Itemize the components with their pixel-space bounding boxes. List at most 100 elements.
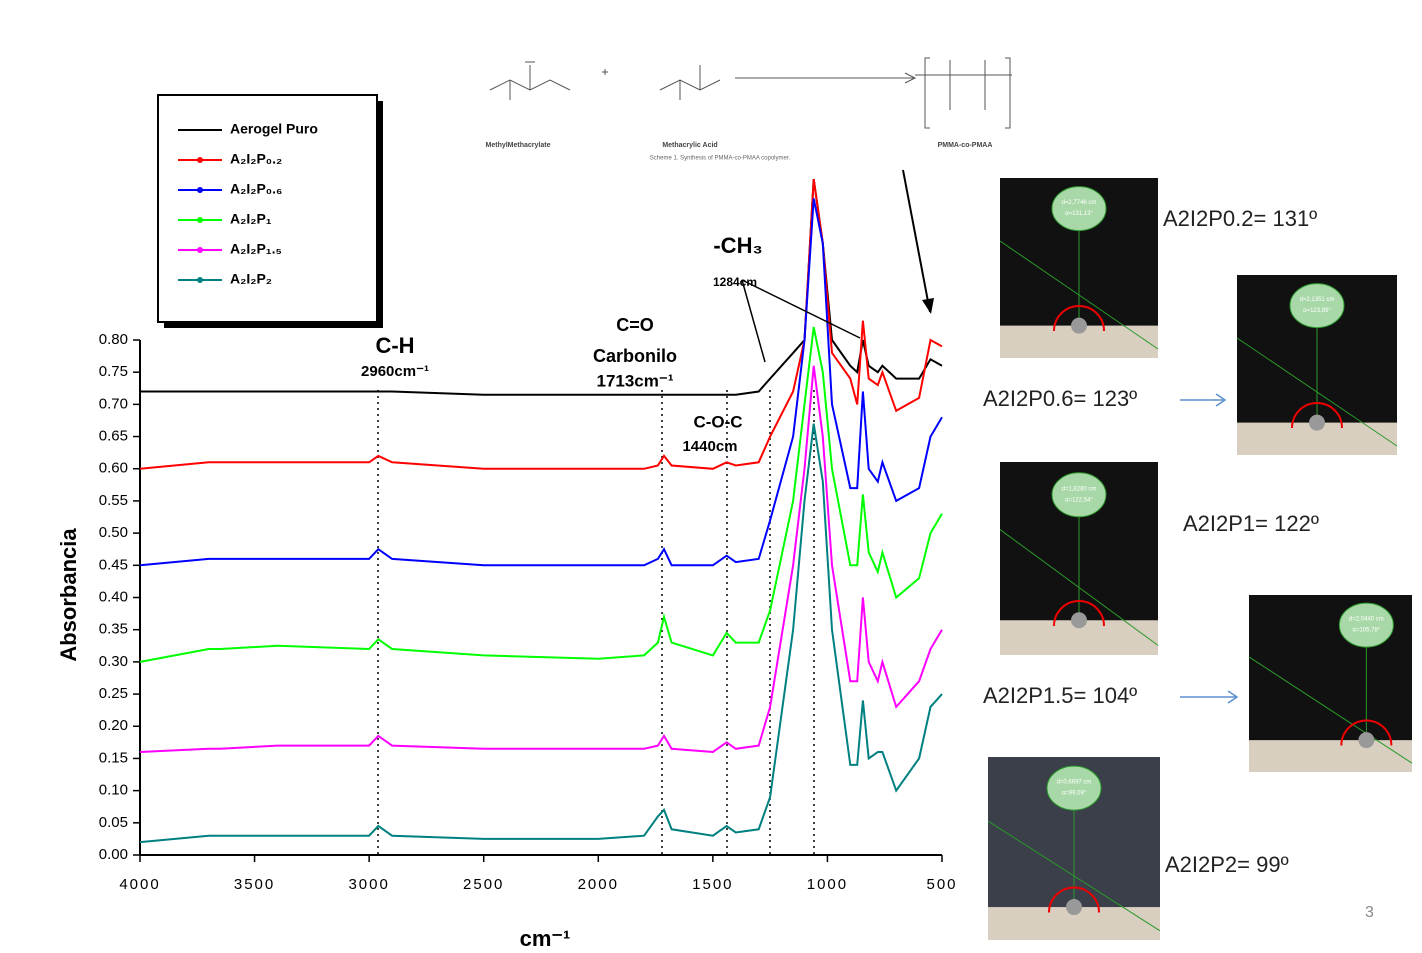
photo-label: A2I2P1.5= 104º [983,683,1137,708]
x-tick-label: 2000 [578,876,619,893]
legend-label: A₂I₂P₁.₅ [230,241,282,257]
label-arrow-head [1215,393,1227,407]
overlay-bubble [1289,283,1345,329]
annotation: 2960cm⁻¹ [361,363,429,380]
overlay-bubble [1046,765,1102,811]
measure-line [999,240,1159,350]
annotation: Carbonilo [593,346,677,366]
legend-marker [197,247,203,253]
y-tick-label: 0.40 [99,588,128,605]
legend-box [157,94,378,323]
legend-label: A₂I₂P₁ [230,211,272,227]
overlay-bubble [1051,472,1107,518]
annotation: 1713cm⁻¹ [596,371,673,390]
legend-marker [197,187,203,193]
overlay-text: d=2,1351 cm [1300,297,1335,303]
droplet [1309,414,1325,431]
annotation: C=O [616,315,654,335]
spectrum-line [139,365,943,754]
y-tick-label: 0.45 [99,556,128,573]
measure-line [999,529,1159,646]
y-tick-label: 0.00 [99,846,128,863]
y-tick-label: 0.55 [99,492,128,509]
angle-arc [1291,402,1343,429]
y-tick-label: 0.60 [99,460,128,477]
photo-label: A2I2P0.2= 131º [1163,206,1317,231]
x-tick-label: 3000 [348,876,389,893]
overlay-text: d=1,8280 cm [1062,486,1097,492]
overlay-bubble [1338,602,1394,648]
overlay-text: α=99,09° [1062,791,1087,797]
spectrum-line [139,326,943,663]
droplet [1066,899,1082,916]
legend-label: A₂I₂P₀.₆ [230,181,282,197]
x-tick-label: 2500 [463,876,504,893]
annotation: 1440cm [682,438,737,455]
y-tick-label: 0.65 [99,428,128,445]
legend-marker [197,217,203,223]
pointer-arrow [902,169,931,313]
polymer-sketch [915,57,1012,129]
droplet [1358,732,1375,749]
overlay-text: d=2,7746 cm [1062,200,1097,206]
page-number: 3 [1365,904,1374,921]
droplet-substrate [1249,740,1412,772]
annotation: -CH₃ [713,233,762,258]
y-tick-label: 0.15 [99,749,128,766]
overlay-text: α=105,78° [1352,628,1380,634]
angle-arc [1340,719,1393,746]
droplet [1071,317,1087,334]
y-tick-label: 0.20 [99,717,128,734]
x-axis-label: cm⁻¹ [520,926,571,951]
droplet [1071,612,1087,629]
molecule-sketch [489,61,571,100]
y-tick-label: 0.50 [99,524,128,541]
legend-marker [197,277,203,283]
annotation: C-O-C [693,412,742,431]
overlay-bubble [1051,186,1107,232]
y-axis-label: Absorbancia [56,528,81,662]
contact-angle-photo: d=2,7746 cm α=131,13° [999,178,1159,358]
x-tick-label: 4000 [119,876,160,893]
y-tick-label: 0.10 [99,782,128,799]
overlay-text: α=122,54° [1065,497,1093,503]
angle-arc [1048,886,1100,913]
label-arrow-head [1227,690,1239,704]
annotation: C-H [375,333,414,358]
measure-line [1236,337,1398,447]
spectrum-line [139,198,943,567]
contact-angle-photo: d=2,0440 cm α=105,78° [1248,595,1413,772]
y-tick-label: 0.05 [99,814,128,831]
y-tick-label: 0.75 [99,363,128,380]
annotation: 1284cm [713,275,757,289]
y-tick-label: 0.70 [99,395,128,412]
x-tick-label: 3500 [234,876,275,893]
angle-arc [1053,305,1105,332]
reaction-arrow [735,72,917,84]
angle-arc [1053,600,1105,627]
contact-angle-photo: d=0,6697 cm α=99,09° [987,757,1161,940]
contact-angle-photo: d=1,8280 cm α=122,54° [999,462,1159,655]
legend-marker [197,157,203,163]
scheme-label: MethylMethacrylate [486,142,551,149]
reaction-scheme [489,57,1012,129]
photo-label: A2I2P1= 122º [1183,511,1319,536]
arrow-head [922,298,934,314]
overlay-text: d=2,0440 cm [1349,617,1384,623]
overlay-text: α=131,13° [1065,211,1093,217]
overlay-text: α=123,89° [1303,308,1331,314]
legend-label: A₂I₂P₂ [230,271,272,287]
annotation-arrow [741,279,861,363]
spectrum-line [139,178,943,470]
scheme-caption: Scheme 1. Synthesis of PMMA-co-PMAA copo… [650,156,791,162]
photo-label: A2I2P2= 99º [1165,852,1289,877]
photo-label: A2I2P0.6= 123º [983,386,1137,411]
y-tick-label: 0.35 [99,621,128,638]
measure-line [1248,656,1413,764]
legend-label: A₂I₂P₀.₂ [230,151,282,167]
y-tick-label: 0.30 [99,653,128,670]
plus-sign [602,69,608,75]
molecule-sketch [659,65,721,100]
